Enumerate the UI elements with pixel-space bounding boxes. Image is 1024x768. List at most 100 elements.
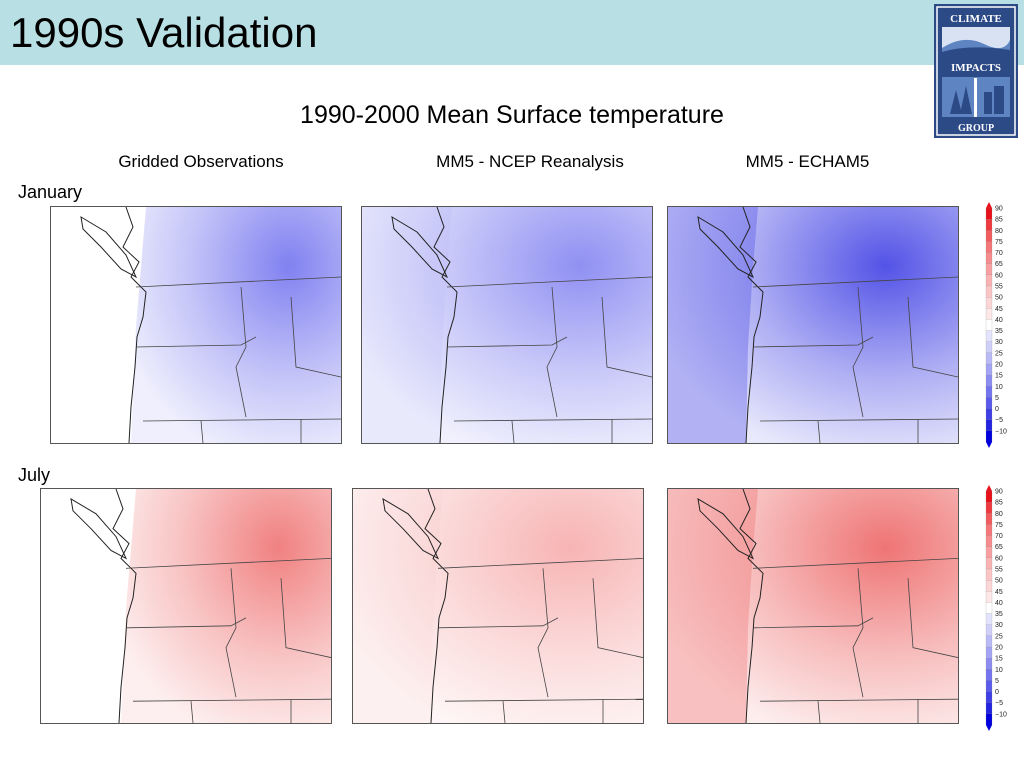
colorbar-tick-label: 65 — [995, 544, 1003, 551]
washington-idaho-border — [537, 568, 549, 698]
coastline — [433, 207, 458, 443]
colorbar-arrow-top — [986, 485, 992, 491]
state-border — [817, 420, 821, 443]
washington-idaho-border — [546, 286, 558, 418]
vancouver-island — [382, 497, 440, 560]
colorbar-segment — [985, 635, 993, 648]
colorbar-july: 908580757065605550454035302520151050−5−1… — [985, 485, 1007, 731]
temperature-field — [668, 489, 958, 723]
colorbar-segment — [985, 363, 993, 376]
temperature-field — [131, 207, 341, 443]
colorbar-segment — [985, 524, 993, 536]
colorbar-tick-label: 80 — [995, 511, 1003, 518]
column-label-observations: Gridded Observations — [118, 152, 284, 171]
map-july-ncep — [352, 488, 644, 724]
colorbar-segment — [985, 646, 993, 659]
colorbar-tick-label: 55 — [995, 284, 1003, 291]
washington-idaho-border — [852, 568, 864, 698]
colorbar-segment — [985, 680, 993, 692]
canada-us-border — [125, 558, 331, 569]
oregon-california-border — [453, 418, 652, 422]
colorbar-tick-label: 20 — [995, 645, 1003, 652]
idaho-montana-border — [601, 296, 652, 378]
colorbar-segment — [985, 308, 993, 320]
colorbar-tick-label: 60 — [995, 272, 1003, 279]
colorbar-segment — [985, 602, 993, 614]
colorbar-tick-label: 10 — [995, 667, 1003, 674]
colorbar-tick-label: 35 — [995, 328, 1003, 335]
column-label-echam: MM5 - ECHAM5 — [745, 152, 870, 171]
colorbar-tick-label: 80 — [995, 228, 1003, 235]
colorbar-segment — [985, 591, 993, 603]
washington-oregon-border — [437, 617, 559, 629]
colorbar-tick-label: 75 — [995, 239, 1003, 246]
colorbar-tick-label: 5 — [995, 678, 999, 685]
coastline — [122, 207, 147, 443]
colorbar-tick-label: 5 — [995, 395, 999, 402]
vancouver-island — [697, 497, 755, 560]
colorbar-tick-label: 65 — [995, 261, 1003, 268]
colorbar-tick-label: 20 — [995, 362, 1003, 369]
colorbar-segment — [985, 263, 993, 276]
colorbar-tick-label: 15 — [995, 373, 1003, 380]
colorbar-segment — [985, 330, 993, 343]
washington-idaho-border — [225, 568, 237, 698]
slide-subtitle: 1990-2000 Mean Surface temperature — [300, 101, 724, 129]
colorbar-segment — [985, 580, 993, 592]
canada-us-border — [437, 558, 643, 569]
coastline — [112, 489, 137, 723]
colorbar-arrow-top — [986, 202, 992, 208]
logo-line2: IMPACTS — [951, 62, 1001, 74]
colorbar-segment — [985, 613, 993, 626]
colorbar-tick-label: 35 — [995, 611, 1003, 618]
colorbar-tick-label: 50 — [995, 578, 1003, 585]
colorbar-tick-label: 45 — [995, 589, 1003, 596]
colorbar-segment — [985, 502, 993, 514]
colorbar-segment — [985, 702, 993, 715]
colorbar-segment — [985, 319, 993, 331]
colorbar-tick-label: 70 — [995, 533, 1003, 540]
canada-us-border — [446, 276, 652, 288]
washington-idaho-border — [235, 286, 247, 418]
oregon-california-border — [444, 698, 643, 702]
colorbar-tick-label: 25 — [995, 350, 1003, 357]
colorbar-tick-label: 55 — [995, 567, 1003, 574]
header-band — [0, 0, 1024, 65]
colorbar-segment — [985, 207, 993, 220]
colorbar-segment — [985, 546, 993, 559]
state-border — [190, 701, 194, 723]
slide-title: 1990s Validation — [10, 9, 318, 56]
washington-oregon-border — [752, 336, 874, 348]
colorbar-tick-label: −5 — [995, 700, 1003, 707]
row-label-july: July — [18, 465, 51, 485]
colorbar-segment — [985, 713, 993, 726]
colorbar-tick-label: 45 — [995, 306, 1003, 313]
vancouver-island — [391, 216, 449, 279]
oregon-california-border — [759, 698, 958, 702]
colorbar-segment — [985, 408, 993, 421]
temperature-field — [668, 207, 958, 443]
logo-line3: GROUP — [958, 123, 994, 134]
colorbar-tick-label: 0 — [995, 406, 999, 413]
idaho-montana-border — [290, 296, 341, 378]
colorbar-segment — [985, 241, 993, 253]
temperature-field — [362, 207, 652, 443]
map-july-observations — [40, 488, 332, 724]
colorbar-segment — [985, 274, 993, 287]
colorbar-segment — [985, 691, 993, 704]
colorbar-tick-label: −10 — [995, 711, 1007, 718]
colorbar-tick-label: 40 — [995, 317, 1003, 324]
colorbar-tick-label: −5 — [995, 417, 1003, 424]
washington-oregon-border — [125, 617, 247, 629]
colorbar-tick-label: 70 — [995, 250, 1003, 257]
colorbar-tick-label: 90 — [995, 489, 1003, 496]
colorbar-tick-label: 90 — [995, 206, 1003, 213]
colorbar-january: 908580757065605550454035302520151050−5−1… — [985, 202, 1007, 448]
colorbar-tick-label: 85 — [995, 217, 1003, 224]
canada-us-border — [752, 558, 958, 569]
colorbar-tick-label: 85 — [995, 500, 1003, 507]
map-january-ncep — [361, 206, 653, 444]
colorbar-arrow-bottom — [986, 725, 992, 731]
washington-oregon-border — [135, 336, 257, 348]
colorbar-tick-label: −10 — [995, 428, 1007, 435]
